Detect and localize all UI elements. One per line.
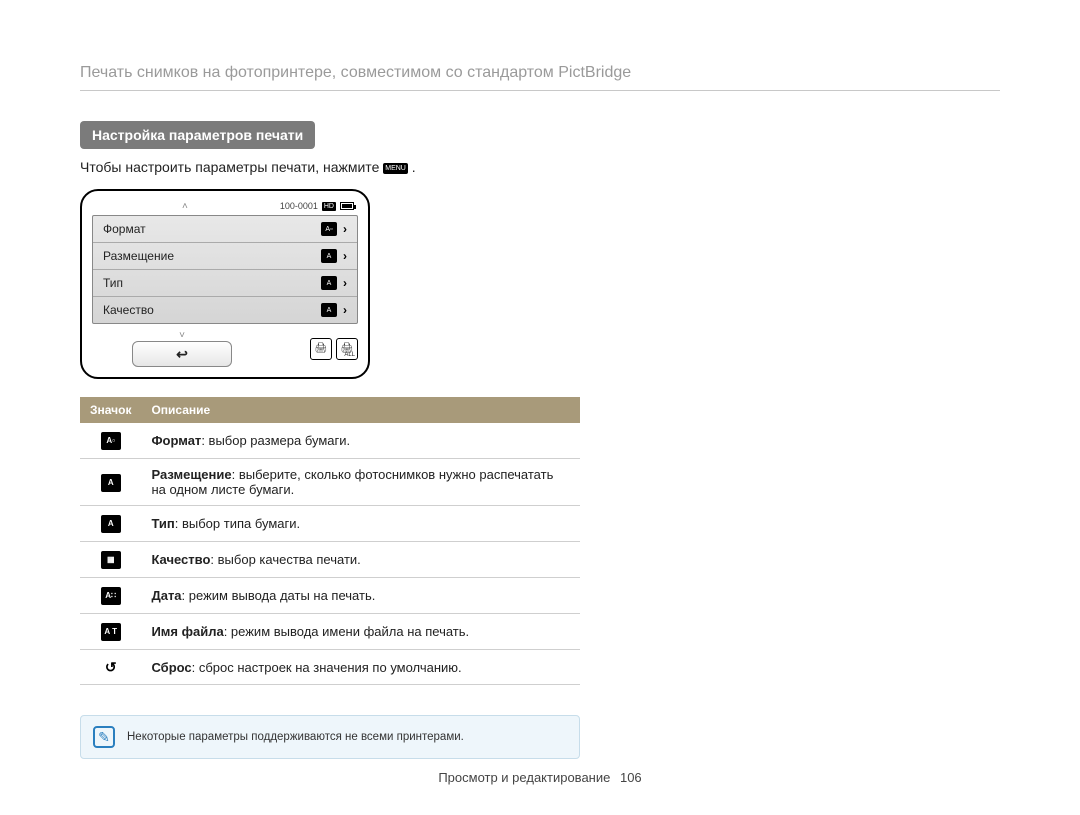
term: Размещение	[151, 467, 231, 482]
filename-icon: A T	[101, 623, 121, 641]
lcd-row-label: Формат	[103, 222, 146, 236]
term: Имя файла	[151, 624, 223, 639]
term: Формат	[151, 433, 201, 448]
chevron-right-icon: ›	[343, 303, 347, 317]
battery-icon	[340, 202, 354, 210]
term: Дата	[151, 588, 181, 603]
desc: : выбор типа бумаги.	[175, 516, 300, 531]
instruction-line: Чтобы настроить параметры печати, нажмит…	[80, 159, 1000, 175]
caret-down-icon: ˅	[92, 330, 272, 341]
chevron-right-icon: ›	[343, 222, 347, 236]
lcd-menu-row[interactable]: Размещение A ›	[93, 243, 357, 270]
instruction-tail: .	[412, 159, 416, 175]
term: Качество	[151, 552, 210, 567]
lcd-bottom-bar: ˅ ↩ 🖨 🖨ALL	[92, 330, 358, 367]
chevron-right-icon: ›	[343, 249, 347, 263]
note-icon: ✎	[93, 726, 115, 748]
page-title: Печать снимков на фотопринтере, совмести…	[80, 64, 1000, 91]
lcd-menu-row[interactable]: Формат A▫ ›	[93, 216, 357, 243]
menu-icon: MENU	[383, 163, 408, 174]
type-icon: A	[101, 515, 121, 533]
desc: : выбор качества печати.	[210, 552, 360, 567]
lcd-row-label: Тип	[103, 276, 123, 290]
lcd-menu-row[interactable]: Тип A ›	[93, 270, 357, 297]
note-text: Некоторые параметры поддерживаются не вс…	[127, 731, 464, 743]
term: Сброс	[151, 660, 191, 675]
table-row: A T Имя файла: режим вывода имени файла …	[80, 614, 580, 650]
caret-up-icon: ˄	[182, 201, 188, 212]
lcd-screenshot: ˄ 100-0001 HD Формат A▫ › Размещение A ›	[80, 189, 370, 379]
format-icon: A▫	[101, 432, 121, 450]
lcd-menu-row[interactable]: Качество A ›	[93, 297, 357, 323]
date-icon: A∷	[101, 587, 121, 605]
lcd-row-label: Размещение	[103, 249, 174, 263]
format-icon: A▫	[321, 222, 337, 236]
footer-section: Просмотр и редактирование	[438, 770, 610, 785]
print-one-icon[interactable]: 🖨	[310, 338, 332, 360]
lcd-row-label: Качество	[103, 303, 154, 317]
table-row: A▫ Формат: выбор размера бумаги.	[80, 423, 580, 459]
reset-icon: ↺	[101, 658, 121, 676]
table-row: ↺ Сброс: сброс настроек на значения по у…	[80, 650, 580, 685]
desc: : режим вывода имени файла на печать.	[224, 624, 469, 639]
description-table: Значок Описание A▫ Формат: выбор размера…	[80, 397, 580, 685]
table-row: ▦ Качество: выбор качества печати.	[80, 542, 580, 578]
lcd-menu-list: Формат A▫ › Размещение A › Тип A ›	[92, 215, 358, 324]
layout-icon: A	[321, 249, 337, 263]
desc: : выбор размера бумаги.	[201, 433, 350, 448]
print-all-icon[interactable]: 🖨ALL	[336, 338, 358, 360]
hd-badge: HD	[322, 202, 336, 211]
page-number: 106	[620, 770, 642, 785]
instruction-text: Чтобы настроить параметры печати, нажмит…	[80, 159, 383, 175]
column-header-icon: Значок	[80, 397, 141, 423]
table-row: A Тип: выбор типа бумаги.	[80, 506, 580, 542]
back-arrow-icon: ↩	[176, 346, 188, 363]
term: Тип	[151, 516, 174, 531]
desc: : сброс настроек на значения по умолчани…	[192, 660, 462, 675]
type-icon: A	[321, 276, 337, 290]
chevron-right-icon: ›	[343, 276, 347, 290]
table-row: A∷ Дата: режим вывода даты на печать.	[80, 578, 580, 614]
table-row: A Размещение: выберите, сколько фотосним…	[80, 459, 580, 506]
lcd-topbar: ˄ 100-0001 HD	[92, 199, 358, 213]
page-footer: Просмотр и редактирование 106	[0, 770, 1080, 785]
back-button[interactable]: ↩	[132, 341, 232, 367]
quality-icon: ▦	[101, 551, 121, 569]
note-box: ✎ Некоторые параметры поддерживаются не …	[80, 715, 580, 759]
column-header-desc: Описание	[141, 397, 580, 423]
layout-icon: A	[101, 474, 121, 492]
file-counter: 100-0001	[280, 201, 318, 211]
quality-icon: A	[321, 303, 337, 317]
section-heading: Настройка параметров печати	[80, 121, 315, 149]
desc: : режим вывода даты на печать.	[182, 588, 376, 603]
